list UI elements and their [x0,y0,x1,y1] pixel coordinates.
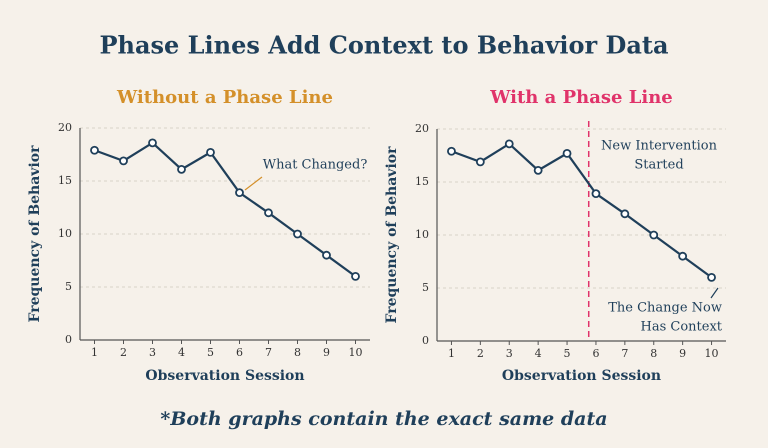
data-line [451,142,713,279]
data-point [620,209,630,219]
data-point [264,208,273,218]
data-point [351,271,360,281]
annotation: The Change Now [608,301,722,316]
x-axis-label: Observation Session [145,368,304,384]
data-point [206,147,215,157]
y-tick-label: 5 [65,280,72,293]
y-tick-label: 15 [58,174,72,187]
annotation: Has Context [640,320,722,335]
x-tick-label: 4 [178,346,185,359]
data-point [475,157,485,167]
x-tick-label: 1 [91,346,98,359]
data-point [322,250,331,260]
x-tick-label: 2 [477,347,484,360]
data-point [678,251,688,261]
x-tick-label: 8 [294,346,301,359]
data-point [177,164,186,174]
data-point [707,272,716,282]
y-tick-label: 0 [422,334,429,347]
y-tick-label: 20 [415,122,429,135]
data-point [90,145,99,155]
page-title: Phase Lines Add Context to Behavior Data [99,31,668,60]
x-tick-label: 6 [592,347,599,360]
x-tick-label: 2 [120,346,127,359]
data-point [119,156,128,166]
x-tick-label: 1 [448,347,455,360]
y-tick-label: 15 [415,175,429,188]
x-tick-label: 5 [564,347,571,360]
annotation: New Intervention [601,139,718,154]
y-tick-label: 0 [65,333,72,346]
x-tick-label: 3 [149,346,156,359]
y-axis-label: Frequency of Behavior [384,146,400,324]
y-tick-label: 10 [58,227,72,240]
y-tick-label: 10 [415,228,429,241]
x-tick-label: 7 [621,347,628,360]
x-tick-label: 9 [323,346,330,359]
footnote: *Both graphs contain the exact same data [160,408,607,430]
annotation-leader [244,176,263,191]
chart-title: With a Phase Line [489,87,673,108]
data-line [94,141,357,278]
y-axis-label: Frequency of Behavior [27,145,43,323]
data-point [562,148,572,158]
x-tick-label: 10 [349,346,363,359]
data-point [649,230,659,240]
data-point [293,229,302,239]
x-tick-label: 6 [236,346,243,359]
data-point [447,146,456,156]
data-point [591,189,601,199]
x-tick-label: 10 [705,347,719,360]
y-tick-label: 20 [58,121,72,134]
data-point [148,138,157,148]
annotation: What Changed? [263,158,368,173]
x-tick-label: 4 [535,347,542,360]
annotation: Started [634,158,683,173]
data-point [533,165,543,175]
chart-title: Without a Phase Line [116,87,333,108]
x-tick-label: 7 [265,346,272,359]
x-axis-label: Observation Session [502,368,661,384]
y-tick-label: 5 [422,281,429,294]
x-tick-label: 5 [207,346,214,359]
x-tick-label: 3 [506,347,513,360]
x-tick-label: 8 [650,347,657,360]
x-tick-label: 9 [679,347,686,360]
data-point [235,188,244,198]
annotation-leader [710,287,719,299]
data-point [504,139,514,149]
